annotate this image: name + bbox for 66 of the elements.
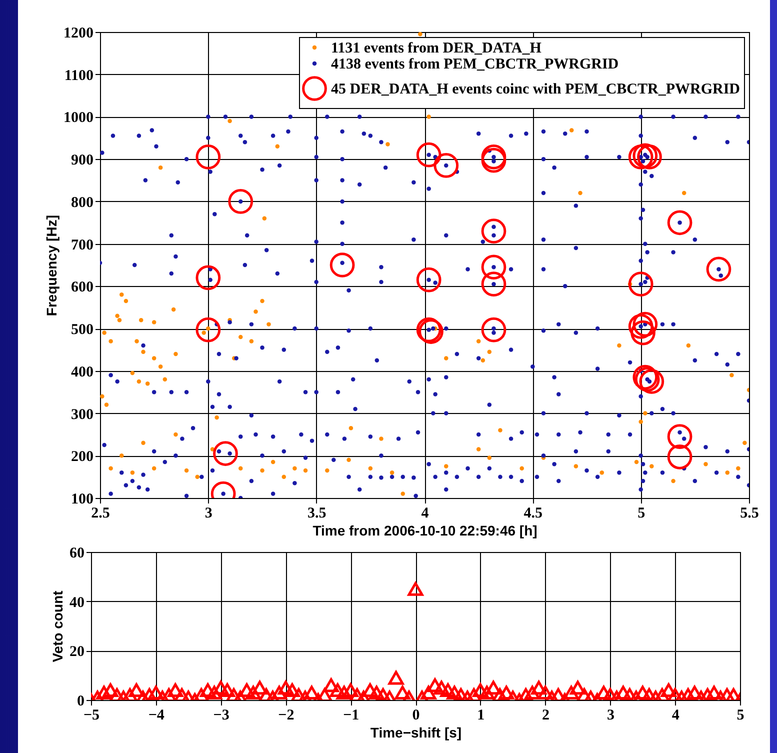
x-tick-label: 2.5 bbox=[91, 506, 110, 522]
x-tick-label: 4 bbox=[672, 708, 680, 724]
y-tick-label: 1000 bbox=[64, 110, 94, 126]
x-tick-label: 5.5 bbox=[740, 506, 759, 522]
point bbox=[628, 144, 654, 170]
y-tick-label: 200 bbox=[71, 449, 94, 466]
point bbox=[630, 320, 656, 346]
y-axis-title: Frequency [Hz] bbox=[44, 214, 60, 316]
y-axis-title: Veto count bbox=[50, 590, 66, 662]
point bbox=[228, 189, 254, 214]
y-tick-label: 100 bbox=[71, 492, 94, 508]
y-tick-label: 500 bbox=[71, 322, 94, 338]
x-tick-label: 3 bbox=[606, 708, 614, 724]
x-tick-label: 3.5 bbox=[307, 506, 326, 522]
x-tick-label: −4 bbox=[148, 708, 165, 724]
x-axis-title: Time−shift [s] bbox=[370, 724, 462, 740]
point bbox=[481, 254, 506, 280]
point bbox=[667, 210, 692, 236]
point bbox=[196, 144, 221, 170]
x-tick-label: −3 bbox=[213, 708, 230, 724]
x-tick-label: 5 bbox=[638, 506, 646, 522]
point bbox=[330, 252, 355, 278]
x-tick-label: 2 bbox=[542, 708, 550, 724]
y-tick-label: 1100 bbox=[64, 68, 94, 84]
point bbox=[637, 144, 662, 170]
y-tick-label: 800 bbox=[71, 194, 94, 211]
y-tick-label: 0 bbox=[77, 694, 84, 710]
x-tick-label: 1 bbox=[477, 708, 485, 724]
point bbox=[416, 267, 442, 292]
y-tick-label: 20 bbox=[70, 644, 84, 660]
legend-label: 4138 events from PEM_CBCTR_PWRGRID bbox=[331, 56, 619, 72]
x-tick-label: 0 bbox=[412, 708, 420, 724]
x-axis-title: Time from 2006-10-10 22:59:46 [h] bbox=[312, 522, 538, 538]
point bbox=[481, 272, 506, 296]
point bbox=[196, 317, 221, 342]
y-tick-label: 1200 bbox=[64, 26, 94, 42]
point bbox=[706, 256, 732, 282]
y-tick-label: 40 bbox=[70, 594, 84, 611]
y-tick-label: 600 bbox=[71, 280, 94, 296]
point bbox=[667, 424, 692, 449]
legend-label: 1131 events from DER_DATA_H bbox=[331, 40, 542, 56]
x-tick-label: −1 bbox=[343, 708, 360, 724]
y-tick-label: 300 bbox=[71, 406, 94, 423]
point bbox=[481, 317, 506, 342]
x-tick-label: −5 bbox=[83, 708, 100, 724]
legend-label: 45 DER_DATA_H events coinc with PEM_CBCTR_PWRGRID bbox=[331, 82, 740, 98]
point bbox=[196, 265, 221, 290]
point bbox=[639, 369, 664, 394]
point bbox=[632, 312, 658, 337]
x-tick-label: 5 bbox=[736, 708, 744, 724]
point bbox=[213, 441, 238, 466]
x-tick-label: −2 bbox=[278, 708, 294, 724]
point bbox=[628, 272, 654, 296]
point bbox=[628, 314, 654, 339]
point bbox=[416, 142, 442, 168]
x-tick-label: 3 bbox=[204, 506, 212, 522]
point bbox=[481, 218, 506, 244]
x-tick-label: 4 bbox=[421, 506, 430, 522]
point bbox=[632, 143, 658, 168]
x-tick-label: 4.5 bbox=[524, 506, 543, 522]
y-tick-label: 400 bbox=[71, 364, 94, 380]
y-tick-label: 60 bbox=[70, 546, 84, 562]
point bbox=[434, 153, 459, 178]
y-tick-label: 900 bbox=[71, 152, 94, 169]
y-tick-label: 700 bbox=[71, 237, 94, 254]
point bbox=[667, 444, 692, 470]
